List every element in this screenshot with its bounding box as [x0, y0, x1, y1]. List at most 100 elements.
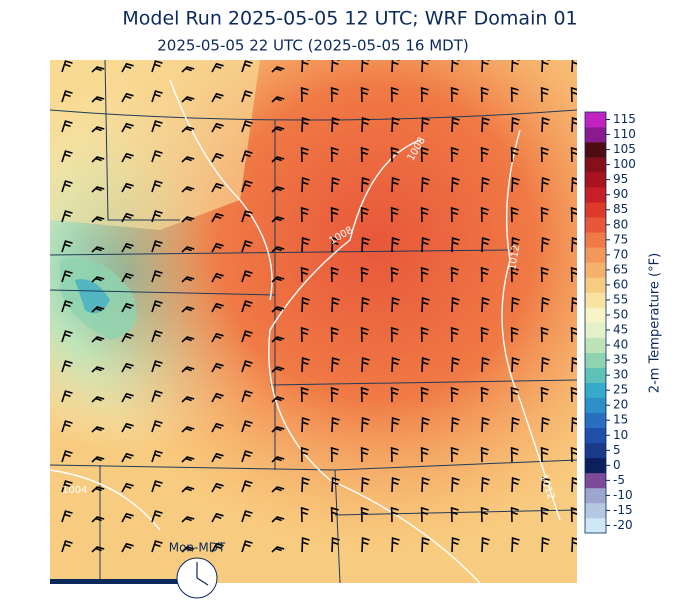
wind-barb [540, 326, 549, 343]
wind-barb [211, 182, 224, 193]
wind-barb [211, 332, 224, 343]
wind-barb [181, 426, 195, 433]
wind-barb [451, 117, 460, 133]
wind-barb [121, 422, 134, 433]
wind-barb [211, 62, 224, 73]
wind-barb [61, 120, 73, 133]
wind-barb [391, 417, 400, 433]
colorbar-tick-label: 115 [613, 112, 636, 126]
colorbar-swatch [585, 502, 606, 519]
wind-barb [481, 537, 490, 553]
wind-barb [91, 306, 105, 313]
wind-barb [510, 386, 519, 403]
colorbar-swatch [585, 457, 606, 474]
colorbar-tick-label: 0 [613, 458, 621, 472]
wind-barb [181, 546, 195, 553]
wind-barb [480, 86, 489, 103]
wind-barb [571, 417, 577, 433]
wind-barb [571, 477, 577, 493]
colorbar-swatch [585, 112, 606, 128]
wind-barb [361, 297, 370, 313]
wind-barb [151, 510, 163, 523]
wind-barb [360, 446, 369, 463]
wind-barb [121, 62, 134, 73]
wind-barb [390, 266, 399, 283]
wind-barb [391, 477, 400, 493]
wind-barb [391, 537, 400, 553]
wind-barb [510, 266, 519, 283]
wind-barb [181, 276, 195, 283]
wind-barb [61, 180, 73, 193]
wind-barb [391, 357, 400, 373]
wind-barb [121, 512, 134, 523]
colorbar-swatch [585, 217, 606, 233]
wind-barb [360, 86, 369, 103]
wind-barb [541, 60, 550, 73]
wind-barb [360, 506, 369, 523]
wind-barb [511, 237, 520, 253]
wind-barb [420, 506, 429, 523]
wind-barb [330, 86, 339, 103]
wind-barb [481, 357, 490, 373]
wind-barb [271, 486, 285, 493]
wind-barb [481, 237, 490, 253]
wind-barb [390, 146, 399, 163]
wind-barb [271, 126, 285, 133]
wind-barb [300, 326, 309, 343]
wind-barb [511, 417, 520, 433]
wind-barb [420, 446, 429, 463]
wind-barb [510, 86, 519, 103]
colorbar-tick-label: 30 [613, 368, 628, 382]
wind-barb [391, 60, 400, 73]
wind-barb [91, 426, 105, 433]
wind-barb [361, 477, 370, 493]
wind-barb [540, 86, 549, 103]
wind-barb [91, 66, 105, 73]
wind-barb [181, 126, 195, 133]
wind-barb [91, 156, 105, 163]
wind-barb [211, 392, 224, 403]
wind-barb [241, 270, 253, 283]
colorbar-tick-label: 105 [613, 142, 636, 156]
wind-barb [421, 117, 430, 133]
wind-barb [61, 90, 73, 103]
wind-barb [91, 336, 105, 343]
wind-barb [421, 60, 430, 73]
wind-barb [241, 420, 253, 433]
wind-barb [211, 422, 224, 433]
colorbar-tick-label: 15 [613, 413, 628, 427]
wind-barb [330, 206, 339, 223]
wind-barb [301, 297, 310, 313]
wind-barb [361, 117, 370, 133]
wind-barb [181, 396, 195, 403]
wind-barb [91, 126, 105, 133]
wind-barb [481, 177, 490, 193]
wind-barb [331, 357, 340, 373]
wind-barb [241, 150, 253, 163]
colorbar-swatch [585, 352, 606, 368]
wind-barb [420, 386, 429, 403]
wind-barb [571, 117, 577, 133]
wind-barb [390, 446, 399, 463]
wind-barb [420, 266, 429, 283]
wind-barb [91, 366, 105, 373]
wind-barb [570, 206, 577, 223]
wind-barb [541, 177, 550, 193]
wind-barb [420, 86, 429, 103]
wind-barb [151, 330, 163, 343]
wind-barb [300, 446, 309, 463]
wind-barb [300, 506, 309, 523]
wind-barb [121, 122, 134, 133]
wind-barb [211, 542, 224, 553]
wind-barb [330, 506, 339, 523]
colorbar-tick-label: 45 [613, 323, 628, 337]
wind-barb [330, 446, 339, 463]
wind-barb [360, 386, 369, 403]
colorbar-tick-label: 90 [613, 187, 628, 201]
wind-barb [451, 417, 460, 433]
wind-barb [541, 357, 550, 373]
wind-barb [541, 297, 550, 313]
wind-barb [450, 266, 459, 283]
wind-barb [271, 156, 285, 163]
